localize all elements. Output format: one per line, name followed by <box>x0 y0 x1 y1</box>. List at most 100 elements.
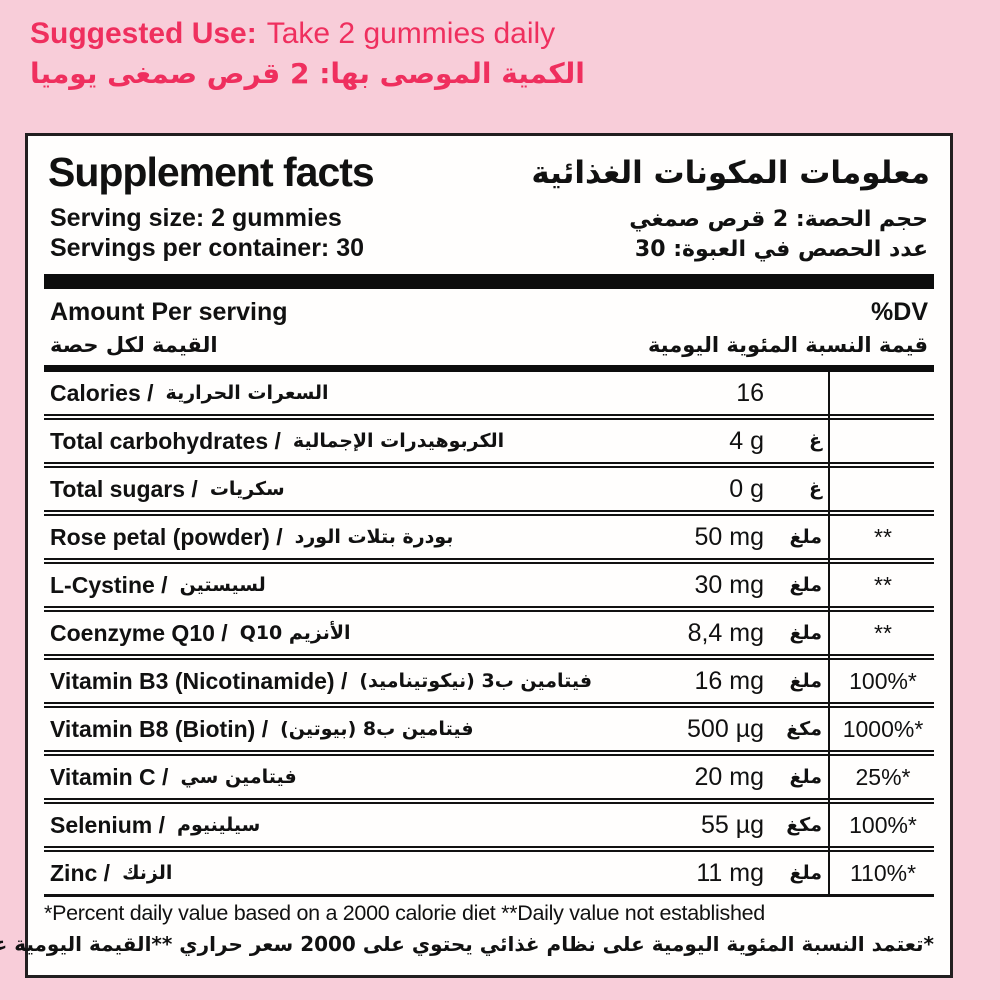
nutrient-name-en: Vitamin B3 (Nicotinamide) / <box>50 667 348 694</box>
serving-size-row: Serving size: 2 gummies حجم الحصة: 2 قرص… <box>50 203 928 233</box>
nutrient-name-en: Coenzyme Q10 / <box>50 619 228 646</box>
nutrient-dv: 100%* <box>849 667 917 694</box>
nutrient-name-ar: لسيستين <box>179 574 266 597</box>
panel-title-en: Supplement facts <box>48 149 375 195</box>
amount-header-en-row: Amount Per serving %DV <box>50 298 928 327</box>
nutrient-amount: 16 mg <box>694 666 764 695</box>
amount-per-serving-label: Amount Per serving <box>50 298 288 327</box>
nutrient-unit-ar: غ <box>809 430 822 453</box>
nutrient-name-ar: سيلينيوم <box>177 814 261 837</box>
nutrient-name-en: Total sugars / <box>50 475 198 502</box>
suggested-use-text-ar: 2 قرص صمغى يوميا <box>30 57 310 90</box>
nutrient-name-ar: بودرة بتلات الورد <box>294 526 454 549</box>
table-row: Vitamin B3 (Nicotinamide) / فيتامين ب3 (… <box>44 654 934 702</box>
panel-title-ar: معلومات المكونات الغذائية <box>531 155 930 191</box>
nutrient-name-en: Zinc / <box>50 859 111 886</box>
amount-header: Amount Per serving %DV القيمة لكل حصة قي… <box>50 298 928 357</box>
amount-per-serving-label-ar: القيمة لكل حصة <box>50 333 218 358</box>
nutrient-unit-ar: مكغ <box>786 814 822 837</box>
nutrient-name-cell: L-Cystine / لسيستين <box>44 572 614 599</box>
divider-mid-bar <box>44 365 934 373</box>
nutrient-name-cell: Total sugars / سكريات <box>44 476 614 503</box>
nutrient-dv: 25%* <box>855 763 911 790</box>
servings-per-container-ar: عدد الحصص في العبوة: 30 <box>634 236 928 262</box>
nutrient-amount: 20 mg <box>694 762 764 791</box>
footnote-ar: *تعتمد النسبة المئوية اليومية على نظام غ… <box>0 932 934 957</box>
nutrient-name-cell: Vitamin B3 (Nicotinamide) / فيتامين ب3 (… <box>44 668 614 695</box>
nutrient-name-en: Selenium / <box>50 811 166 838</box>
nutrient-unit-ar: ملغ <box>789 526 823 549</box>
suggested-use-line-en: Suggested Use: Take 2 gummies daily <box>30 14 970 53</box>
nutrient-name-en: Rose petal (powder) / <box>50 523 283 550</box>
nutrient-name-ar: الأنزيم Q10 <box>239 622 351 645</box>
nutrient-amount: 55 µg <box>700 810 764 839</box>
nutrient-amount: 0 g <box>729 474 764 503</box>
nutrient-name-ar: فيتامين ب3 (نيكوتيناميد) <box>359 670 593 693</box>
amount-header-ar-row: القيمة لكل حصة قيمة النسبة المئوية اليوم… <box>50 327 928 357</box>
suggested-use-label-en: Suggested Use: <box>30 17 257 50</box>
nutrient-amount: 30 mg <box>694 570 764 599</box>
servings-per-container-row: Servings per container: 30 عدد الحصص في … <box>50 233 928 263</box>
nutrient-unit-ar: ملغ <box>789 766 823 789</box>
nutrient-name-en: Total carbohydrates / <box>50 427 281 454</box>
dv-header-label: %DV <box>871 298 928 327</box>
serving-size-en: Serving size: 2 gummies <box>50 203 342 232</box>
nutrient-amount: 8,4 mg <box>687 618 764 647</box>
nutrient-name-cell: Coenzyme Q10 / الأنزيم Q10 <box>44 620 614 647</box>
table-row: Total sugars / سكريات 0 g غ <box>44 462 934 510</box>
nutrient-dv: 110%* <box>849 859 917 886</box>
nutrient-dv: ** <box>874 523 892 550</box>
nutrient-name-ar: الزنك <box>122 862 173 885</box>
serving-size-ar: حجم الحصة: 2 قرص صمغي <box>629 206 928 232</box>
nutrient-name-ar: الكربوهيدرات الإجمالية <box>292 430 505 453</box>
serving-info: Serving size: 2 gummies حجم الحصة: 2 قرص… <box>50 203 928 264</box>
suggested-use-line-ar: الكمية الموصى بها: 2 قرص صمغى يوميا <box>30 53 585 95</box>
footnotes: *Percent daily value based on a 2000 cal… <box>0 894 934 957</box>
table-row: Selenium / سيلينيوم 55 µg مكغ 100%* <box>44 798 934 846</box>
nutrient-name-cell: Rose petal (powder) / بودرة بتلات الورد <box>44 524 614 551</box>
suggested-use-section: Suggested Use: Take 2 gummies daily الكمي… <box>0 0 1000 95</box>
table-row: Zinc / الزنك 11 mg ملغ 110%* <box>44 846 934 894</box>
nutrient-name-en: Vitamin C / <box>50 763 169 790</box>
nutrient-name-cell: Vitamin B8 (Biotin) / فيتامين ب8 (بيوتين… <box>44 716 614 743</box>
divider-thick-bar <box>44 274 934 290</box>
nutrient-dv: 100%* <box>849 811 917 838</box>
nutrient-amount: 50 mg <box>694 522 764 551</box>
nutrient-amount: 4 g <box>729 426 764 455</box>
nutrient-name-ar: فيتامين ب8 (بيوتين) <box>280 718 474 741</box>
supplement-facts-panel: Supplement facts معلومات المكونات الغذائ… <box>0 133 953 978</box>
table-row: Vitamin B8 (Biotin) / فيتامين ب8 (بيوتين… <box>44 702 934 750</box>
table-row: Calories / السعرات الحرارية 16 <box>44 372 934 414</box>
nutrient-amount: 500 µg <box>687 714 764 743</box>
nutrient-name-ar: فيتامين سي <box>180 766 297 789</box>
nutrient-dv: ** <box>874 571 892 598</box>
nutrient-unit-ar: ملغ <box>789 670 823 693</box>
nutrient-amount: 11 mg <box>696 858 764 887</box>
footnote-en: *Percent daily value based on a 2000 cal… <box>44 901 765 926</box>
nutrient-dv: ** <box>874 619 892 646</box>
servings-per-container-en: Servings per container: 30 <box>50 233 365 262</box>
nutrient-name-cell: Selenium / سيلينيوم <box>44 812 614 839</box>
nutrient-name-en: Calories / <box>50 379 154 406</box>
nutrient-name-en: L-Cystine / <box>50 571 168 598</box>
table-row: Rose petal (powder) / بودرة بتلات الورد … <box>44 510 934 558</box>
nutrient-name-ar: سكريات <box>209 478 285 501</box>
nutrient-unit-ar: غ <box>809 478 822 501</box>
suggested-use-text-en: Take 2 gummies daily <box>266 17 556 50</box>
nutrient-name-cell: Total carbohydrates / الكربوهيدرات الإجم… <box>44 428 614 455</box>
nutrient-unit-ar: ملغ <box>789 574 823 597</box>
table-row: L-Cystine / لسيستين 30 mg ملغ ** <box>44 558 934 606</box>
table-row: Total carbohydrates / الكربوهيدرات الإجم… <box>44 414 934 462</box>
nutrient-name-ar: السعرات الحرارية <box>165 382 329 405</box>
table-row: Coenzyme Q10 / الأنزيم Q10 8,4 mg ملغ ** <box>44 606 934 654</box>
nutrient-unit-ar: ملغ <box>789 862 823 885</box>
table-row: Vitamin C / فيتامين سي 20 mg ملغ 25%* <box>44 750 934 798</box>
panel-title-row: Supplement facts معلومات المكونات الغذائ… <box>48 149 930 197</box>
nutrient-dv: 1000%* <box>842 715 924 742</box>
nutrient-name-cell: Vitamin C / فيتامين سي <box>44 764 614 791</box>
dv-header-label-ar: قيمة النسبة المئوية اليومية <box>647 333 928 358</box>
nutrient-name-cell: Zinc / الزنك <box>44 860 614 887</box>
nutrient-unit-ar: ملغ <box>789 622 823 645</box>
nutrient-name-cell: Calories / السعرات الحرارية <box>44 380 614 407</box>
